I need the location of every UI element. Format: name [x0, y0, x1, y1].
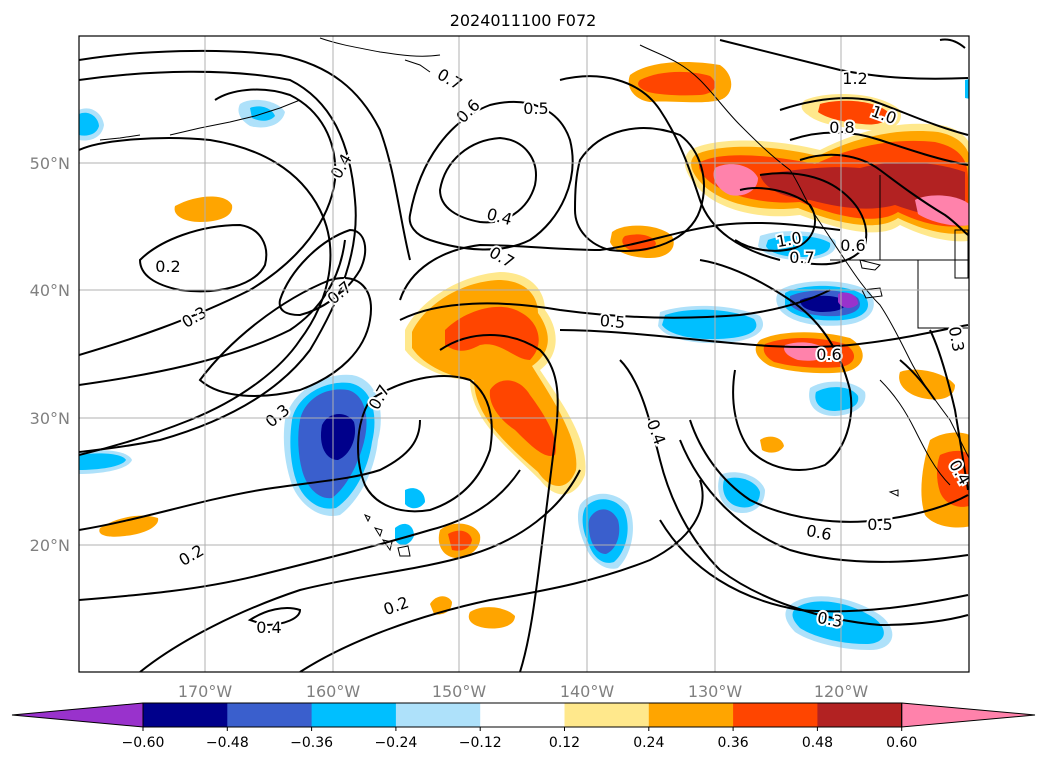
colorbar-extend-high [901, 702, 1036, 728]
colorbar-extend-low [11, 702, 144, 728]
contour-label: 0.6 [840, 236, 865, 255]
colorbar-segment [817, 703, 903, 727]
map-frame [78, 35, 970, 673]
colorbar-labels: −0.60 −0.48 −0.36 −0.24 −0.12 0.12 0.24 0.36 0.4… [122, 727, 917, 751]
contour-lines [79, 38, 969, 672]
contour-label: 0.4 [256, 618, 281, 637]
longitude-labels: 170°W 160°W 150°W 140°W 130°W 120°W [178, 682, 869, 701]
colorbar-segment [143, 703, 228, 727]
lon-label: 130°W [688, 682, 743, 701]
colorbar-segment [648, 703, 734, 727]
colorbar-segment [311, 703, 397, 727]
colorbar-tick-label: 0.60 [886, 735, 917, 751]
lat-label: 40°N [30, 281, 70, 300]
anomaly-shading [79, 62, 969, 650]
lat-label: 30°N [30, 409, 70, 428]
colorbar-segment [480, 703, 565, 727]
colorbar-tick-label: −0.48 [206, 735, 249, 751]
contour-label: 0.5 [867, 515, 892, 534]
colorbar-tick-label: 0.12 [549, 735, 580, 751]
lon-label: 140°W [560, 682, 615, 701]
lon-label: 120°W [814, 682, 869, 701]
latitude-labels: 50°N 40°N 30°N 20°N [30, 154, 70, 555]
lon-label: 150°W [432, 682, 487, 701]
colorbar-tick-label: 0.48 [802, 735, 833, 751]
colorbar-segment [733, 703, 818, 727]
colorbar [11, 702, 1036, 728]
colorbar-tick-label: −0.12 [459, 735, 502, 751]
colorbar-tick-label: −0.60 [122, 735, 165, 751]
colorbar-segment [395, 703, 481, 727]
lat-label: 50°N [30, 154, 70, 173]
colorbar-tick-label: −0.36 [290, 735, 333, 751]
lat-label: 20°N [30, 536, 70, 555]
lon-label: 170°W [178, 682, 233, 701]
contour-label: 0.7 [789, 248, 814, 267]
contour-label: 1.2 [842, 69, 867, 88]
contour-label: 0.6 [816, 345, 841, 364]
colorbar-segment [227, 703, 313, 727]
contour-label: 0.2 [155, 257, 180, 276]
contour-label: 0.5 [523, 99, 548, 118]
colorbar-tick-label: −0.24 [374, 735, 417, 751]
graticule [79, 36, 969, 672]
colorbar-frame [142, 702, 903, 728]
contour-label: 0.8 [829, 118, 854, 137]
map-area: 0.7 0.6 0.5 0.4 1.2 1.0 0.8 0.4 0.2 0.7 … [79, 36, 969, 672]
lon-label: 160°W [306, 682, 361, 701]
colorbar-tick-label: 0.36 [718, 735, 749, 751]
contour-label: 0.5 [599, 311, 626, 332]
colorbar-segment [564, 703, 650, 727]
colorbar-tick-label: 0.24 [633, 735, 664, 751]
map-title: 2024011100 F072 [450, 11, 597, 30]
